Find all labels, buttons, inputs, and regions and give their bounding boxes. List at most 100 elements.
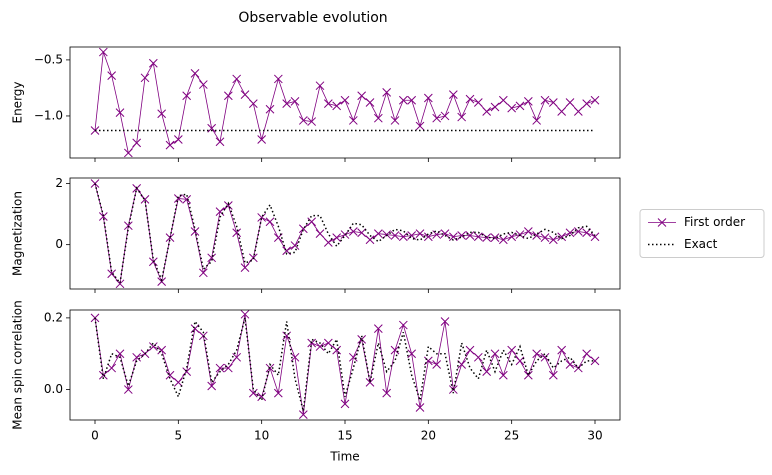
x-tick-label: 20 <box>421 429 436 443</box>
marker <box>557 345 567 355</box>
marker <box>182 367 192 376</box>
marker <box>165 233 175 242</box>
legend-label: First order <box>684 215 745 229</box>
marker <box>273 233 283 242</box>
marker <box>148 58 158 68</box>
marker <box>473 232 483 242</box>
marker <box>115 108 125 117</box>
marker <box>173 135 183 144</box>
marker <box>98 47 108 57</box>
marker <box>107 269 117 279</box>
marker <box>515 101 525 111</box>
marker <box>373 229 383 239</box>
marker <box>507 232 517 242</box>
marker <box>465 345 475 355</box>
marker <box>115 349 125 359</box>
marker <box>265 217 275 227</box>
x-tick-label: 5 <box>175 429 183 443</box>
marker <box>457 231 467 240</box>
marker <box>532 116 542 125</box>
y-tick-label: −1.0 <box>34 108 63 122</box>
marker <box>482 367 492 376</box>
x-tick-label: 10 <box>254 429 269 443</box>
marker <box>315 81 325 91</box>
marker <box>540 352 550 362</box>
marker <box>182 195 192 204</box>
marker <box>423 93 433 103</box>
marker <box>440 317 450 326</box>
marker <box>465 231 475 240</box>
marker <box>157 109 167 119</box>
marker <box>423 232 433 242</box>
marker <box>307 117 317 126</box>
marker <box>115 279 125 289</box>
y-tick-label: −0.5 <box>34 52 63 66</box>
y-axis-label: Magnetization <box>11 191 25 276</box>
marker <box>298 410 308 419</box>
marker <box>323 238 333 247</box>
marker <box>282 99 292 108</box>
marker <box>365 378 375 387</box>
marker <box>407 231 417 240</box>
marker <box>573 227 583 236</box>
plot-frame <box>69 46 621 159</box>
marker <box>248 99 258 108</box>
marker <box>415 403 425 412</box>
marker <box>207 253 217 263</box>
marker <box>398 95 408 105</box>
marker <box>190 68 200 78</box>
marker <box>457 112 467 122</box>
marker <box>465 94 475 104</box>
marker <box>432 113 442 123</box>
marker <box>582 99 592 108</box>
marker <box>532 231 542 240</box>
marker <box>123 385 133 394</box>
marker <box>357 335 367 344</box>
marker <box>290 241 300 250</box>
x-tick-label: 15 <box>337 429 352 443</box>
marker <box>507 103 517 113</box>
marker <box>523 370 533 380</box>
marker <box>557 232 567 242</box>
marker <box>290 352 300 362</box>
marker <box>323 99 333 108</box>
marker <box>373 113 383 123</box>
marker <box>548 370 558 380</box>
marker <box>382 88 392 97</box>
marker <box>473 98 483 107</box>
marker <box>398 232 408 242</box>
marker <box>198 331 208 341</box>
marker <box>565 360 575 369</box>
marker <box>157 345 167 355</box>
marker <box>165 140 175 150</box>
plot-frame <box>69 177 621 290</box>
marker <box>215 363 225 373</box>
marker <box>365 98 375 107</box>
marker <box>315 229 325 239</box>
marker <box>240 263 250 272</box>
marker <box>298 116 308 125</box>
marker <box>565 98 575 107</box>
marker <box>223 201 233 210</box>
marker <box>590 232 600 242</box>
marker <box>540 95 550 105</box>
marker <box>448 90 458 100</box>
marker <box>557 107 567 116</box>
marker <box>498 370 508 380</box>
marker <box>340 95 350 105</box>
y-tick-label: 0 <box>55 237 63 251</box>
marker <box>240 309 250 319</box>
legend-label: Exact <box>684 237 718 251</box>
series-line <box>94 183 596 285</box>
marker <box>523 97 533 106</box>
marker <box>398 320 408 330</box>
marker <box>440 111 450 121</box>
marker <box>273 74 283 84</box>
plot-frame <box>69 309 621 421</box>
marker <box>482 107 492 116</box>
marker <box>415 229 425 239</box>
marker <box>590 95 600 105</box>
series-line <box>94 317 595 412</box>
marker <box>573 107 583 116</box>
marker <box>123 221 133 231</box>
